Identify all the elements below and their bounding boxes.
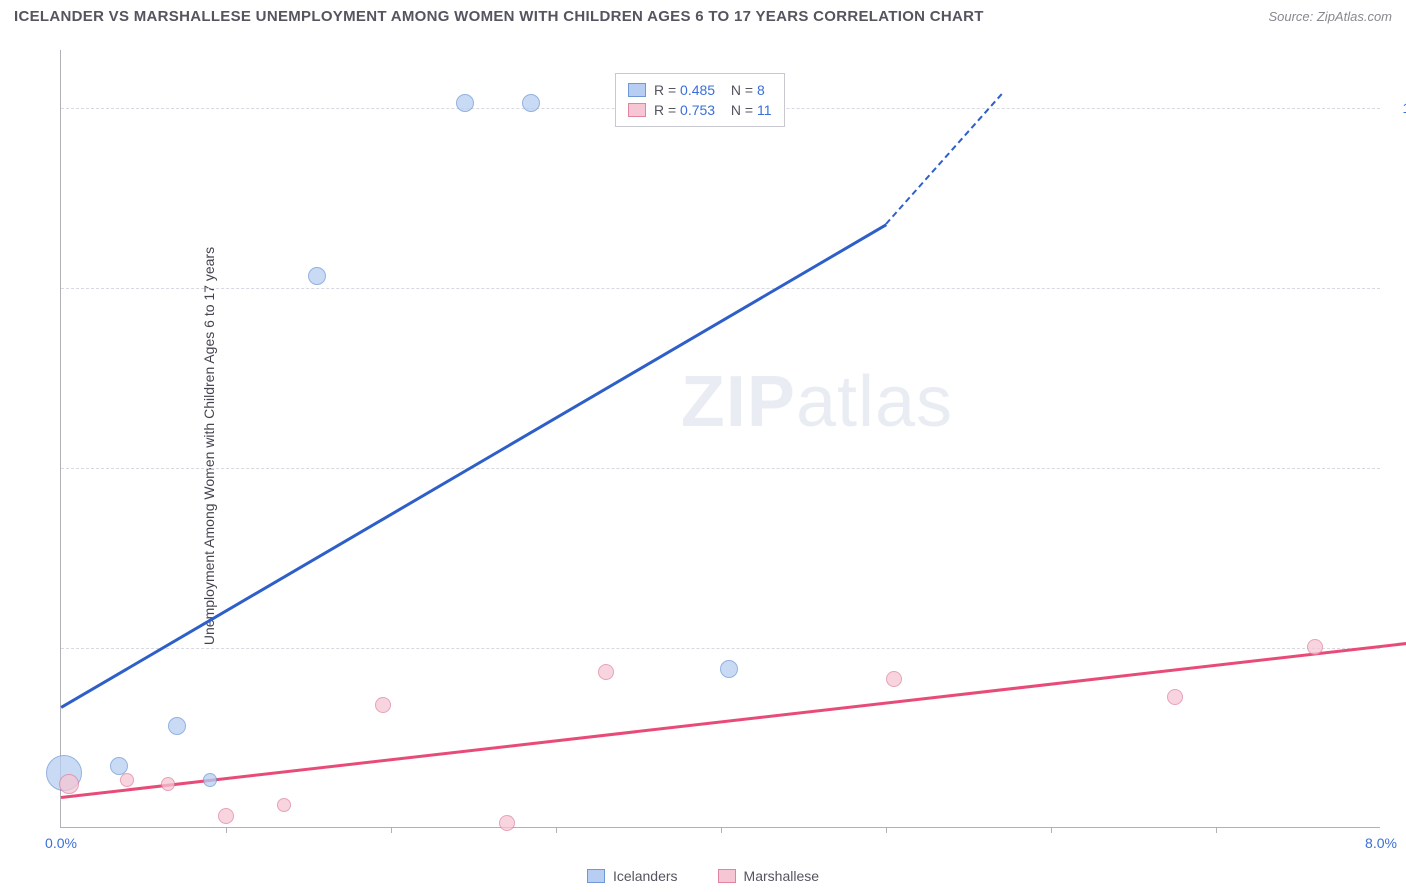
data-point — [59, 774, 79, 794]
n-label: N = 8 — [723, 82, 765, 98]
gridline — [61, 468, 1380, 469]
legend-label: Marshallese — [744, 868, 819, 884]
x-tick-mark — [556, 827, 557, 833]
stats-row: R = 0.485 N = 8 — [628, 80, 772, 100]
plot-area: ZIPatlas 25.0%50.0%75.0%100.0%0.0%8.0%R … — [60, 50, 1380, 828]
data-point — [720, 660, 738, 678]
stats-box: R = 0.485 N = 8R = 0.753 N = 11 — [615, 73, 785, 127]
swatch-icon — [718, 869, 736, 883]
swatch-icon — [587, 869, 605, 883]
data-point — [308, 267, 326, 285]
x-tick-label: 8.0% — [1365, 835, 1397, 851]
x-tick-mark — [1216, 827, 1217, 833]
x-tick-mark — [886, 827, 887, 833]
gridline — [61, 648, 1380, 649]
bottom-legend: Icelanders Marshallese — [0, 868, 1406, 884]
trend-line — [60, 223, 886, 708]
data-point — [375, 697, 391, 713]
stats-row: R = 0.753 N = 11 — [628, 100, 772, 120]
x-tick-mark — [391, 827, 392, 833]
data-point — [1167, 689, 1183, 705]
legend-label: Icelanders — [613, 868, 678, 884]
data-point — [203, 773, 217, 787]
x-tick-label: 0.0% — [45, 835, 77, 851]
data-point — [522, 94, 540, 112]
trend-line — [885, 94, 1002, 225]
data-point — [456, 94, 474, 112]
swatch-icon — [628, 103, 646, 117]
n-label: N = 11 — [723, 102, 771, 118]
source-label: Source: ZipAtlas.com — [1268, 9, 1392, 24]
swatch-icon — [628, 83, 646, 97]
data-point — [120, 773, 134, 787]
y-tick-label: 75.0% — [1390, 280, 1406, 296]
data-point — [161, 777, 175, 791]
y-tick-label: 100.0% — [1390, 100, 1406, 116]
legend-marshallese: Marshallese — [718, 868, 819, 884]
legend-icelanders: Icelanders — [587, 868, 678, 884]
y-tick-label: 50.0% — [1390, 460, 1406, 476]
data-point — [598, 664, 614, 680]
data-point — [886, 671, 902, 687]
data-point — [218, 808, 234, 824]
watermark: ZIPatlas — [681, 361, 953, 443]
data-point — [168, 717, 186, 735]
data-point — [1307, 639, 1323, 655]
x-tick-mark — [226, 827, 227, 833]
data-point — [499, 815, 515, 831]
x-tick-mark — [1051, 827, 1052, 833]
gridline — [61, 288, 1380, 289]
data-point — [277, 798, 291, 812]
x-tick-mark — [721, 827, 722, 833]
chart-title: ICELANDER VS MARSHALLESE UNEMPLOYMENT AM… — [14, 8, 984, 25]
data-point — [110, 757, 128, 775]
r-label: R = 0.485 — [654, 82, 715, 98]
r-label: R = 0.753 — [654, 102, 715, 118]
